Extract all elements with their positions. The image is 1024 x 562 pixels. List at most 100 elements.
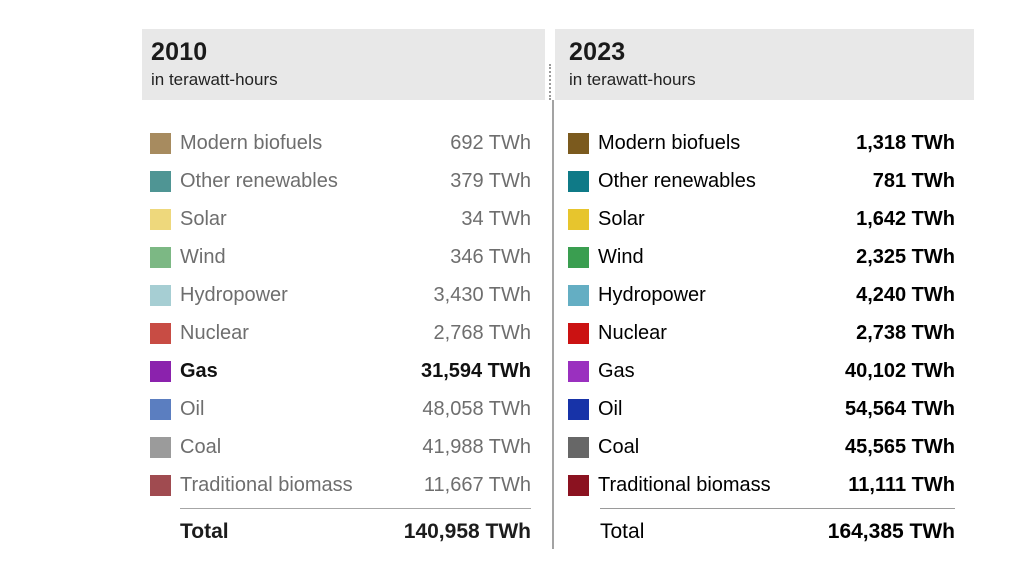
table-row: Nuclear 2,738 TWh [555,314,974,352]
row-value: 1,318 TWh [856,131,955,154]
panel-divider-dotted [549,64,551,100]
panel-divider-line [552,100,554,549]
coal-swatch [568,436,589,458]
wind-swatch [568,246,589,268]
row-label: Gas [598,359,635,382]
total-value: 140,958 TWh [403,520,531,543]
panel-2023-rows: Modern biofuels 1,318 TWh Other renewables… [555,124,974,504]
table-row: Other renewables 379 TWh [142,162,545,200]
row-value: 41,988 TWh [422,435,531,458]
row-value: 34 TWh [461,207,531,230]
gas-swatch [568,360,589,382]
table-row: Solar 34 TWh [142,200,545,238]
oil-swatch [568,398,589,420]
panel-2023-subtitle: in terawatt-hours [569,69,696,89]
traditional-biomass-swatch [568,474,589,496]
table-row: Gas 40,102 TWh [555,352,974,390]
row-label: Gas [180,359,218,382]
table-row: Wind 346 TWh [142,238,545,276]
row-label: Modern biofuels [180,131,323,154]
row-label: Other renewables [598,169,756,192]
solar-swatch [568,208,589,230]
gas-swatch [150,360,171,382]
total-label: Total [600,520,645,543]
row-label: Modern biofuels [598,131,741,154]
panel-2010-header: 2010 in terawatt-hours [142,29,545,100]
row-label: Nuclear [598,321,667,344]
row-value: 48,058 TWh [422,397,531,420]
table-row: Wind 2,325 TWh [555,238,974,276]
total-divider [600,508,955,509]
table-row: Oil 54,564 TWh [555,390,974,428]
table-row: Gas 31,594 TWh [142,352,545,390]
table-row: Solar 1,642 TWh [555,200,974,238]
row-label: Coal [180,435,222,458]
panel-2023-title: 2023 [569,38,626,66]
panel-2010-title: 2010 [151,38,208,66]
row-value: 4,240 TWh [856,283,955,306]
table-row: Modern biofuels 692 TWh [142,124,545,162]
hydropower-swatch [568,284,589,306]
row-label: Solar [598,207,645,230]
row-value: 692 TWh [450,131,531,154]
table-row: Traditional biomass 11,111 TWh [555,466,974,504]
table-row: Nuclear 2,768 TWh [142,314,545,352]
modern-biofuels-swatch [150,132,171,154]
row-value: 781 TWh [872,169,955,192]
row-value: 11,667 TWh [423,473,531,496]
row-value: 346 TWh [450,245,531,268]
solar-swatch [150,208,171,230]
row-label: Wind [598,245,644,268]
modern-biofuels-swatch [568,132,589,154]
row-value: 379 TWh [450,169,531,192]
row-value: 3,430 TWh [433,283,531,306]
oil-swatch [150,398,171,420]
table-row: Hydropower 4,240 TWh [555,276,974,314]
hydropower-swatch [150,284,171,306]
row-label: Traditional biomass [180,473,353,496]
nuclear-swatch [150,322,171,344]
total-row: Total 140,958 TWh [180,509,531,544]
row-label: Oil [598,397,623,420]
row-value: 31,594 TWh [420,359,531,382]
table-row: Coal 41,988 TWh [142,428,545,466]
row-label: Wind [180,245,226,268]
row-value: 2,738 TWh [856,321,955,344]
panel-2010: 2010 in terawatt-hours Modern biofuels 69… [142,29,545,544]
row-label: Oil [180,397,205,420]
table-row: Hydropower 3,430 TWh [142,276,545,314]
wind-swatch [150,246,171,268]
row-label: Traditional biomass [598,473,771,496]
total-value: 164,385 TWh [827,520,955,543]
row-value: 54,564 TWh [844,397,955,420]
panel-2023-header: 2023 in terawatt-hours [555,29,974,100]
panel-2023: 2023 in terawatt-hours Modern biofuels 1,… [555,29,974,544]
table-row: Other renewables 781 TWh [555,162,974,200]
total-label: Total [180,520,229,543]
row-label: Hydropower [598,283,706,306]
other-renewables-swatch [150,170,171,192]
table-row: Oil 48,058 TWh [142,390,545,428]
row-value: 11,111 TWh [848,473,955,496]
table-row: Traditional biomass 11,667 TWh [142,466,545,504]
row-value: 2,768 TWh [433,321,531,344]
row-label: Hydropower [180,283,288,306]
row-value: 40,102 TWh [844,359,955,382]
row-label: Other renewables [180,169,338,192]
table-row: Modern biofuels 1,318 TWh [555,124,974,162]
row-label: Coal [598,435,640,458]
total-divider [180,508,531,509]
panel-2010-rows: Modern biofuels 692 TWh Other renewables 37… [142,124,545,504]
row-value: 1,642 TWh [856,207,955,230]
coal-swatch [150,436,171,458]
row-value: 2,325 TWh [856,245,955,268]
row-label: Nuclear [180,321,249,344]
traditional-biomass-swatch [150,474,171,496]
table-row: Coal 45,565 TWh [555,428,974,466]
nuclear-swatch [568,322,589,344]
row-value: 45,565 TWh [844,435,955,458]
panel-2010-subtitle: in terawatt-hours [151,69,278,89]
total-row: Total 164,385 TWh [600,509,955,544]
row-label: Solar [180,207,227,230]
